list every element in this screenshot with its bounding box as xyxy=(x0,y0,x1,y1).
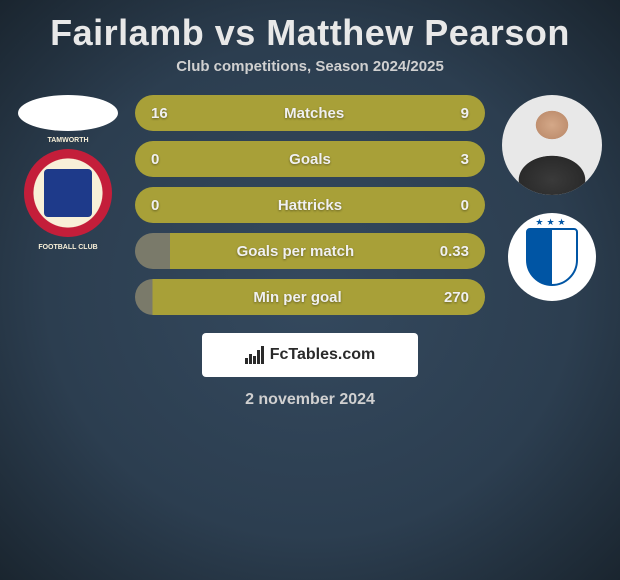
stat-right-value: 0 xyxy=(461,197,469,214)
stars-icon: ★★★ xyxy=(535,217,568,228)
brand-badge: FcTables.com xyxy=(202,333,418,377)
stat-row: 16 Matches 9 xyxy=(135,95,485,131)
player-left-avatar xyxy=(18,95,118,131)
club-badge-shield-icon xyxy=(44,169,92,217)
stat-right-value: 9 xyxy=(461,105,469,122)
stat-left-value: 16 xyxy=(151,105,168,122)
right-column: ★★★ xyxy=(497,95,607,301)
stat-label: Goals per match xyxy=(237,243,355,260)
club-badge-right: ★★★ xyxy=(508,213,596,301)
brand-text: FcTables.com xyxy=(270,346,376,364)
stat-row: Goals per match 0.33 xyxy=(135,233,485,269)
main-row: TAMWORTH FOOTBALL CLUB 16 Matches 9 0 Go… xyxy=(0,95,620,315)
stat-row: 0 Hattricks 0 xyxy=(135,187,485,223)
avatar-placeholder-icon xyxy=(502,95,602,195)
stat-label: Hattricks xyxy=(278,197,342,214)
date-text: 2 november 2024 xyxy=(245,391,375,409)
club-badge-text-bottom: FOOTBALL CLUB xyxy=(24,244,112,251)
stat-label: Matches xyxy=(284,105,344,122)
stat-row: Min per goal 270 xyxy=(135,279,485,315)
left-column: TAMWORTH FOOTBALL CLUB xyxy=(13,95,123,237)
stat-row: 0 Goals 3 xyxy=(135,141,485,177)
comparison-card: Fairlamb vs Matthew Pearson Club competi… xyxy=(0,0,620,409)
stat-left-value: 0 xyxy=(151,197,159,214)
stat-label: Goals xyxy=(289,151,331,168)
stat-right-value: 0.33 xyxy=(440,243,469,260)
page-title: Fairlamb vs Matthew Pearson xyxy=(0,0,620,58)
stat-right-value: 270 xyxy=(444,289,469,306)
club-badge-text-top: TAMWORTH xyxy=(24,137,112,144)
stat-label: Min per goal xyxy=(253,289,341,306)
bar-chart-icon xyxy=(245,346,264,364)
footer: FcTables.com 2 november 2024 xyxy=(0,333,620,409)
subtitle: Club competitions, Season 2024/2025 xyxy=(0,58,620,95)
stats-list: 16 Matches 9 0 Goals 3 0 Hattricks 0 Goa… xyxy=(135,95,485,315)
player-right-avatar xyxy=(502,95,602,195)
stat-left-value: 0 xyxy=(151,151,159,168)
club-badge-shield-icon xyxy=(526,228,578,286)
club-badge-left: TAMWORTH FOOTBALL CLUB xyxy=(24,149,112,237)
stat-right-value: 3 xyxy=(461,151,469,168)
